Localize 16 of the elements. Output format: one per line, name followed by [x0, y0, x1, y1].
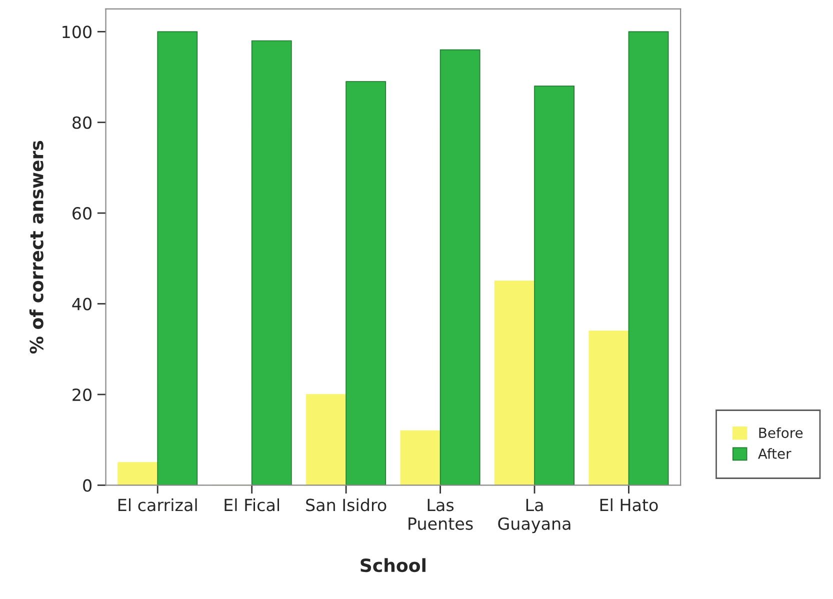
x-tick-label: El carrizal	[118, 498, 197, 512]
x-axis-title: School	[360, 558, 426, 572]
y-tick-label: 0	[83, 479, 92, 492]
x-tick-label: San Isidro	[306, 498, 386, 512]
y-tick-label: 100	[62, 26, 92, 38]
legend-label: After	[758, 448, 792, 459]
y-tick-label: 80	[72, 116, 92, 129]
x-tick-label: El Hato	[600, 498, 658, 512]
y-tick-label: 40	[72, 298, 92, 310]
x-tick-label: El Fical	[224, 498, 280, 512]
y-tick-label: 60	[72, 207, 92, 220]
y-axis-title: % of correct answers	[29, 140, 44, 354]
x-tick-label: La Guayana	[498, 498, 570, 534]
legend-label: Before	[759, 427, 803, 438]
x-tick-label: Las Puentes	[408, 498, 473, 530]
y-tick-label: 20	[72, 388, 92, 402]
